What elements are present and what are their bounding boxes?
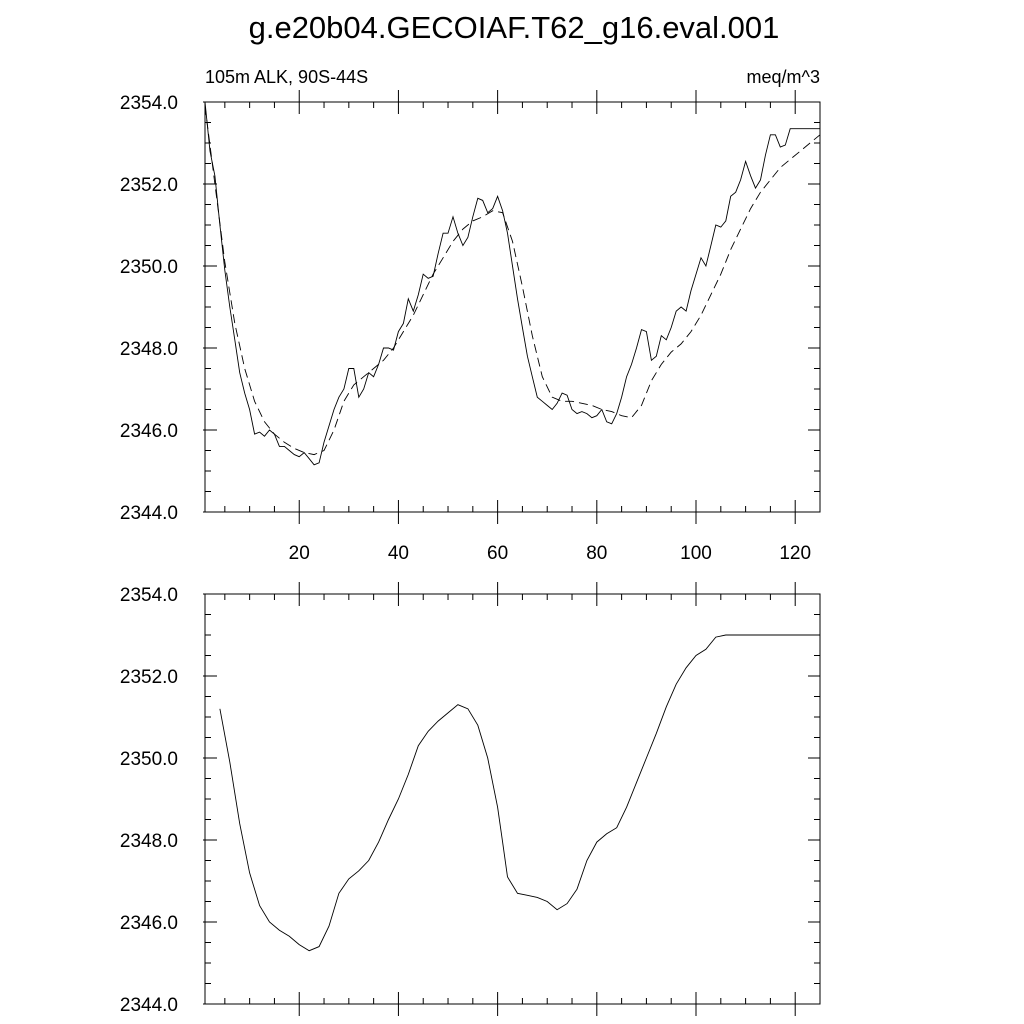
y-tick-label: 2346.0 xyxy=(120,913,178,934)
top-panel: 105m ALK, 90S-44S meq/m^3 2344.02346.023… xyxy=(120,67,821,564)
x-tick-label: 80 xyxy=(586,543,607,564)
y-tick-label: 2348.0 xyxy=(120,339,178,360)
x-tick-label: 120 xyxy=(779,543,811,564)
top-series-line-1 xyxy=(204,106,821,456)
x-tick-label: 60 xyxy=(487,543,508,564)
y-tick-label: 2350.0 xyxy=(120,257,178,278)
y-tick-label: 2354.0 xyxy=(120,585,178,606)
bottom-series-group xyxy=(219,634,815,952)
bottom-axis-ticks xyxy=(203,582,821,1016)
y-tick-label: 2344.0 xyxy=(120,503,178,524)
top-series-group xyxy=(204,101,821,466)
y-tick-label: 2344.0 xyxy=(120,995,178,1016)
y-tick-label: 2354.0 xyxy=(120,93,178,114)
top-plot-frame xyxy=(204,101,821,513)
figure-title: g.e20b04.GECOIAF.T62_g16.eval.001 xyxy=(249,10,780,45)
y-tick-label: 2348.0 xyxy=(120,831,178,852)
top-right-label: meq/m^3 xyxy=(747,67,820,87)
y-tick-label: 2350.0 xyxy=(120,749,178,770)
y-tick-label: 2346.0 xyxy=(120,421,178,442)
top-series-line-0 xyxy=(204,101,820,466)
top-x-tick-labels: 20 40 60 80 100 120 xyxy=(289,543,811,564)
bottom-y-tick-labels: 2344.0 2346.0 2348.0 2350.0 2352.0 2354.0 xyxy=(120,585,178,1016)
y-tick-label: 2352.0 xyxy=(120,175,178,196)
x-tick-label: 20 xyxy=(289,543,310,564)
x-tick-label: 40 xyxy=(388,543,409,564)
x-tick-label: 100 xyxy=(680,543,712,564)
top-left-label: 105m ALK, 90S-44S xyxy=(205,67,368,87)
bottom-series-line-0 xyxy=(219,634,815,952)
top-axis-ticks xyxy=(203,90,821,524)
top-y-tick-labels: 2344.0 2346.0 2348.0 2350.0 2352.0 2354.0 xyxy=(120,93,178,524)
bottom-panel: 2344.0 2346.0 2348.0 2350.0 2352.0 2354.0 xyxy=(120,582,821,1016)
y-tick-label: 2352.0 xyxy=(120,667,178,688)
